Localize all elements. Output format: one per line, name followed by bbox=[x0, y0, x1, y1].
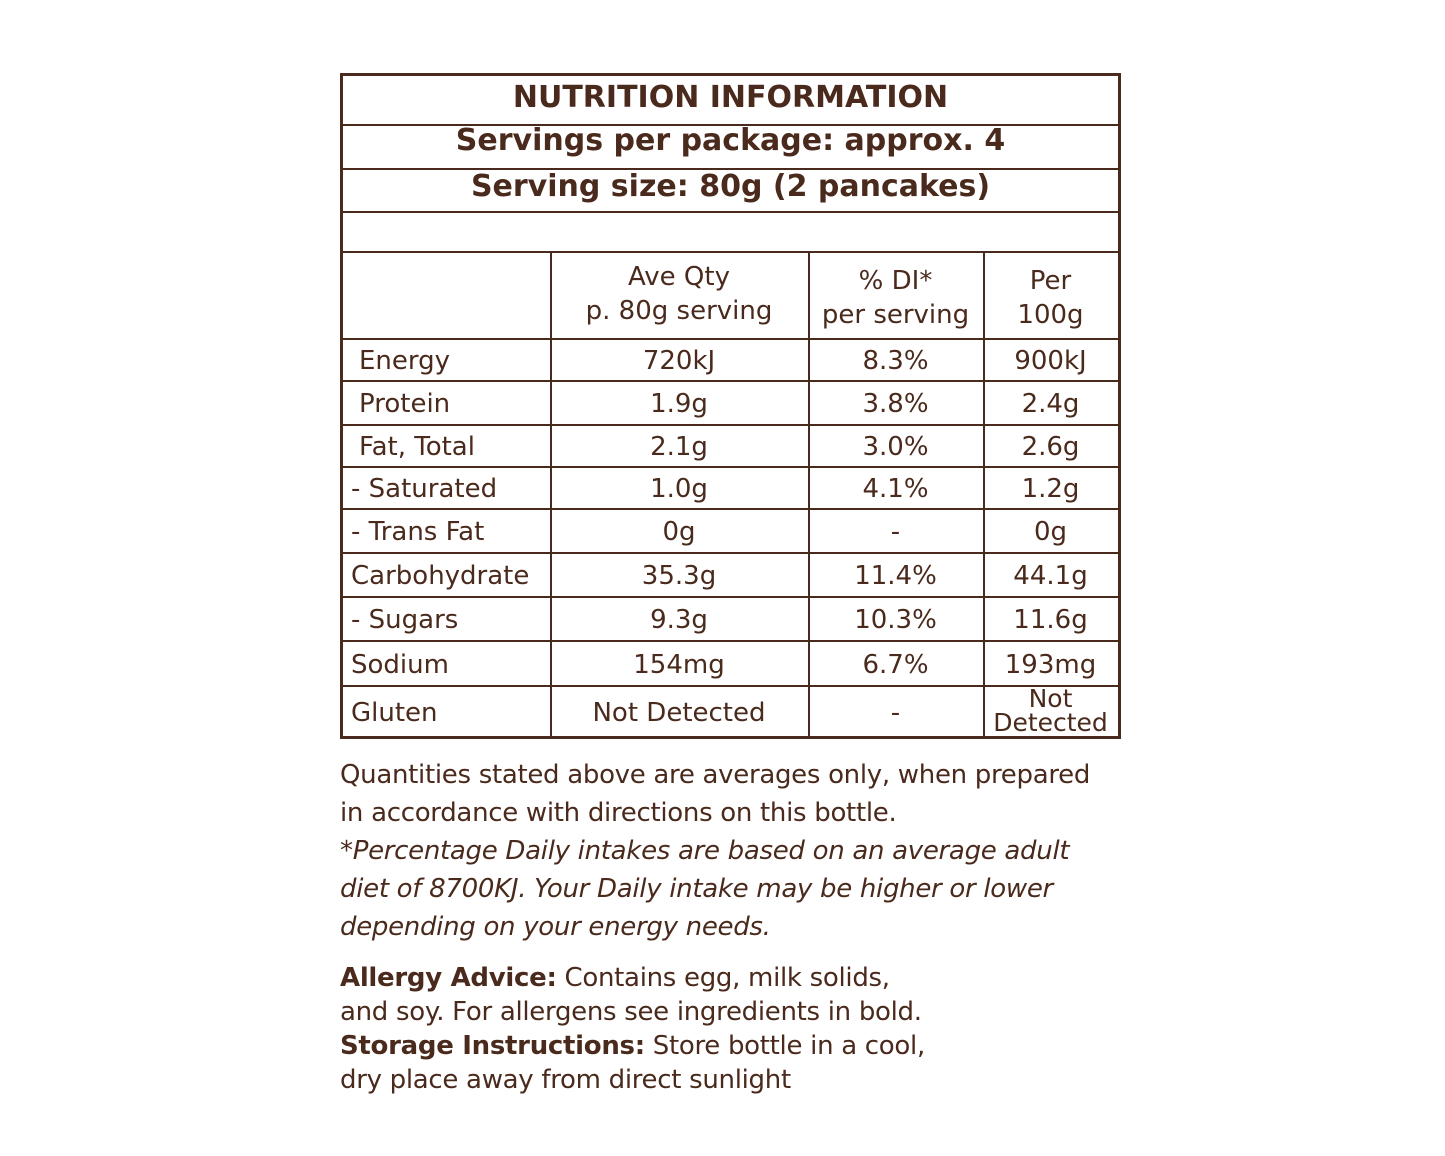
table-cell: 1.2g bbox=[1021, 474, 1080, 504]
nutrient-label: - Trans Fat bbox=[351, 517, 485, 547]
allergy-text: Contains egg, milk solids, bbox=[556, 963, 891, 993]
nutrient-label: Gluten bbox=[351, 697, 438, 728]
table-cell: 4.1% bbox=[862, 474, 929, 504]
table-cell: 9.3g bbox=[650, 605, 708, 635]
table-cell: 11.4% bbox=[854, 561, 937, 591]
column-header: per serving bbox=[821, 300, 970, 330]
table-cell: 0g bbox=[1033, 517, 1068, 547]
allergy-label: Allergy Advice: bbox=[340, 963, 557, 993]
table-cell: 2.6g bbox=[1021, 432, 1080, 462]
table-cell: 154mg bbox=[633, 649, 725, 680]
column-header: % DI* bbox=[858, 266, 933, 296]
table-cell: 2.1g bbox=[650, 432, 708, 462]
storage-text: Store bottle in a cool, bbox=[644, 1031, 925, 1061]
table-cell: 2.4g bbox=[1021, 389, 1080, 419]
nutrition-table: NUTRITION INFORMATION Servings per packa… bbox=[340, 73, 1121, 739]
table-cell: 10.3% bbox=[854, 605, 937, 635]
nutrient-label: Energy bbox=[359, 346, 451, 376]
di-note-line: *Percentage Daily intakes are based on a… bbox=[340, 836, 1070, 866]
table-cell: 11.6g bbox=[1013, 605, 1088, 635]
table-cell: 193mg bbox=[1004, 649, 1097, 680]
nutrient-label: Carbohydrate bbox=[351, 561, 530, 591]
column-header: Per bbox=[1029, 266, 1072, 296]
table-cell: Not Detected bbox=[993, 684, 1108, 737]
nutrient-label: Sodium bbox=[351, 649, 449, 680]
table-cell: 1.9g bbox=[650, 389, 708, 419]
nutrient-label: - Sugars bbox=[351, 605, 459, 635]
table-cell: 1.0g bbox=[650, 474, 708, 504]
storage-label: Storage Instructions: bbox=[340, 1031, 645, 1061]
table-title: NUTRITION INFORMATION bbox=[512, 80, 949, 115]
column-header: Ave Qty bbox=[628, 262, 730, 292]
table-cell: 3.0% bbox=[862, 432, 929, 462]
table-cell: - bbox=[890, 517, 901, 547]
table-cell: 900kJ bbox=[1014, 346, 1087, 376]
storage-instructions: Storage Instructions: Store bottle in a … bbox=[340, 1031, 925, 1061]
table-cell: Not Detected bbox=[592, 697, 766, 728]
di-note-line: depending on your energy needs. bbox=[340, 912, 771, 942]
column-header: 100g bbox=[1017, 300, 1084, 330]
nutrient-label: Fat, Total bbox=[359, 432, 475, 462]
serving-size: Serving size: 80g (2 pancakes) bbox=[470, 169, 991, 204]
table-cell: 35.3g bbox=[641, 561, 717, 591]
storage-text: dry place away from direct sunlight bbox=[340, 1065, 791, 1095]
table-cell: 6.7% bbox=[862, 649, 929, 680]
table-cell: 44.1g bbox=[1013, 561, 1088, 591]
note-line: Quantities stated above are averages onl… bbox=[340, 760, 1091, 790]
allergy-advice: Allergy Advice: Contains egg, milk solid… bbox=[340, 963, 890, 993]
allergy-text: and soy. For allergens see ingredients i… bbox=[340, 997, 922, 1027]
table-cell: 8.3% bbox=[862, 346, 929, 376]
column-header: p. 80g serving bbox=[585, 296, 773, 326]
table-cell: 3.8% bbox=[862, 389, 929, 419]
table-cell: 720kJ bbox=[642, 346, 716, 376]
table-cell: - bbox=[890, 697, 901, 728]
nutrient-label: - Saturated bbox=[351, 474, 498, 504]
di-note-line: diet of 8700KJ. Your Daily intake may be… bbox=[340, 874, 1053, 904]
note-line: in accordance with directions on this bo… bbox=[340, 798, 897, 828]
servings-per-package: Servings per package: approx. 4 bbox=[455, 123, 1006, 158]
nutrient-label: Protein bbox=[359, 389, 451, 419]
table-cell: 0g bbox=[662, 517, 696, 547]
